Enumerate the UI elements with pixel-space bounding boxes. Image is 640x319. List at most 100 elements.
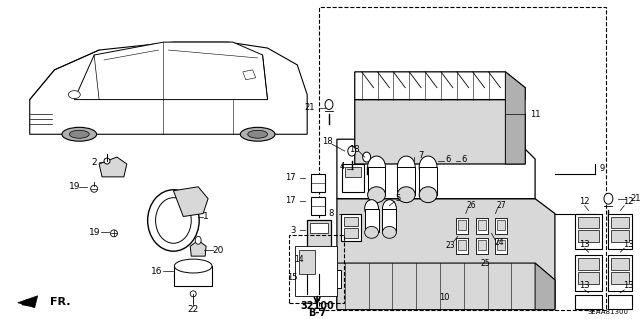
Text: B-7: B-7 — [308, 308, 326, 318]
Text: 25: 25 — [481, 259, 490, 268]
Bar — [611, 272, 629, 284]
Bar — [342, 164, 364, 192]
Bar — [611, 217, 629, 228]
Bar — [495, 238, 508, 254]
Bar — [327, 270, 341, 288]
Text: 3: 3 — [290, 226, 295, 235]
Bar — [344, 217, 358, 226]
Text: 21: 21 — [630, 194, 640, 203]
Text: 14: 14 — [294, 255, 304, 263]
Polygon shape — [243, 70, 255, 80]
Ellipse shape — [62, 127, 97, 141]
Text: 9: 9 — [600, 165, 605, 174]
Text: 13: 13 — [623, 240, 634, 249]
Text: 2: 2 — [92, 158, 97, 167]
Bar — [456, 219, 468, 234]
Bar — [477, 220, 486, 230]
Ellipse shape — [68, 91, 80, 99]
Ellipse shape — [365, 226, 378, 238]
Text: 13: 13 — [579, 240, 590, 249]
Ellipse shape — [419, 156, 437, 178]
Bar — [477, 240, 486, 250]
Bar — [578, 272, 600, 284]
Bar — [310, 223, 328, 234]
Bar — [341, 213, 361, 241]
Bar — [319, 7, 607, 310]
Bar — [609, 213, 632, 249]
Bar — [383, 209, 396, 232]
Ellipse shape — [69, 130, 89, 138]
Text: 10: 10 — [438, 293, 449, 302]
Bar — [458, 240, 466, 250]
Bar — [458, 220, 466, 230]
Bar — [419, 167, 437, 195]
Bar — [310, 270, 324, 288]
Ellipse shape — [240, 127, 275, 141]
Text: 20: 20 — [212, 246, 224, 255]
Text: 17: 17 — [285, 173, 295, 182]
Bar — [174, 266, 212, 286]
Ellipse shape — [148, 190, 199, 251]
Bar — [476, 238, 488, 254]
Ellipse shape — [419, 187, 437, 203]
Bar — [367, 167, 385, 195]
Bar — [609, 255, 632, 291]
Ellipse shape — [383, 226, 396, 238]
Bar — [611, 258, 629, 270]
Text: 16: 16 — [151, 266, 163, 276]
Polygon shape — [337, 199, 555, 308]
Bar — [311, 197, 325, 214]
Polygon shape — [74, 42, 268, 100]
Ellipse shape — [365, 200, 378, 218]
Ellipse shape — [156, 198, 191, 243]
Bar — [476, 219, 488, 234]
Bar — [497, 220, 506, 230]
Bar — [578, 217, 600, 228]
Text: FR.: FR. — [49, 297, 70, 307]
Bar — [315, 253, 331, 267]
Polygon shape — [355, 72, 525, 100]
Ellipse shape — [190, 291, 196, 297]
Ellipse shape — [397, 156, 415, 178]
Polygon shape — [535, 263, 555, 310]
Ellipse shape — [174, 259, 212, 273]
Text: 19: 19 — [90, 228, 101, 237]
Polygon shape — [337, 263, 555, 310]
Text: 13: 13 — [623, 281, 634, 290]
Text: 19: 19 — [68, 182, 80, 191]
Bar — [300, 250, 315, 274]
Polygon shape — [18, 296, 38, 308]
Ellipse shape — [248, 130, 268, 138]
Ellipse shape — [111, 230, 117, 237]
Text: 5: 5 — [396, 194, 401, 203]
Text: 17: 17 — [285, 196, 295, 205]
Bar — [575, 213, 602, 249]
Text: SEAA81300: SEAA81300 — [588, 309, 628, 315]
Text: 24: 24 — [495, 238, 504, 247]
Polygon shape — [99, 157, 127, 177]
Bar — [344, 228, 358, 238]
Bar — [295, 246, 337, 296]
Bar — [345, 167, 361, 177]
Text: 6: 6 — [461, 154, 467, 164]
Bar — [307, 220, 331, 248]
Bar — [609, 295, 632, 309]
Text: 1: 1 — [204, 212, 209, 221]
Bar — [495, 219, 508, 234]
Polygon shape — [29, 42, 307, 134]
Text: 22: 22 — [188, 305, 199, 314]
Ellipse shape — [604, 193, 613, 204]
Text: 13: 13 — [579, 281, 590, 290]
Ellipse shape — [195, 236, 201, 244]
Text: 7: 7 — [419, 151, 424, 160]
Ellipse shape — [367, 156, 385, 178]
Text: 32100: 32100 — [300, 301, 334, 311]
Polygon shape — [173, 187, 208, 217]
Bar — [578, 230, 600, 242]
Polygon shape — [506, 72, 525, 164]
Bar — [611, 230, 629, 242]
Polygon shape — [190, 240, 206, 256]
Bar — [575, 255, 602, 291]
Ellipse shape — [363, 152, 371, 162]
Text: 18: 18 — [349, 145, 360, 154]
